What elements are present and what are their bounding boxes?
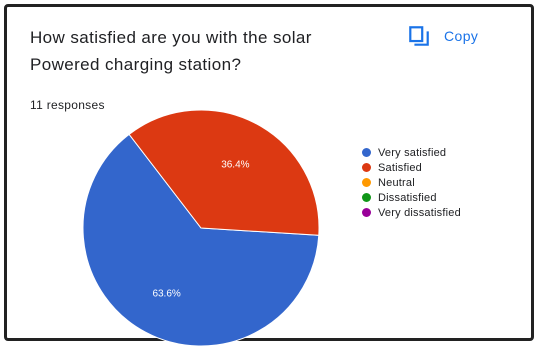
legend-swatch <box>362 208 371 217</box>
legend-label: Very dissatisfied <box>378 206 461 219</box>
legend-item: Satisfied <box>362 160 461 175</box>
legend-label: Neutral <box>378 176 415 189</box>
pie-data-label: 36.4% <box>221 159 249 170</box>
pie-data-label: 63.6% <box>152 289 180 300</box>
legend-swatch <box>362 148 371 157</box>
legend-item: Dissatisfied <box>362 190 461 205</box>
legend-item: Very dissatisfied <box>362 205 461 220</box>
pie-slice-very-satisfied <box>82 133 320 347</box>
copy-label: Copy <box>444 28 479 44</box>
legend-item: Neutral <box>362 175 461 190</box>
legend-label: Very satisfied <box>378 146 447 159</box>
legend-swatch <box>362 163 371 172</box>
legend-label: Dissatisfied <box>378 191 437 204</box>
legend-label: Satisfied <box>378 161 422 174</box>
legend-item: Very satisfied <box>362 145 461 160</box>
chart-legend: Very satisfied Satisfied Neutral Dissatisfi… <box>362 145 461 220</box>
response-count: 11 responses <box>30 98 105 112</box>
legend-swatch <box>362 193 371 202</box>
legend-swatch <box>362 178 371 187</box>
pie-slice-satisfied <box>128 109 320 236</box>
copy-icon <box>409 26 429 46</box>
copy-button[interactable]: Copy <box>408 24 478 48</box>
question-title: How satisfied are you with the solar Pow… <box>30 28 312 74</box>
